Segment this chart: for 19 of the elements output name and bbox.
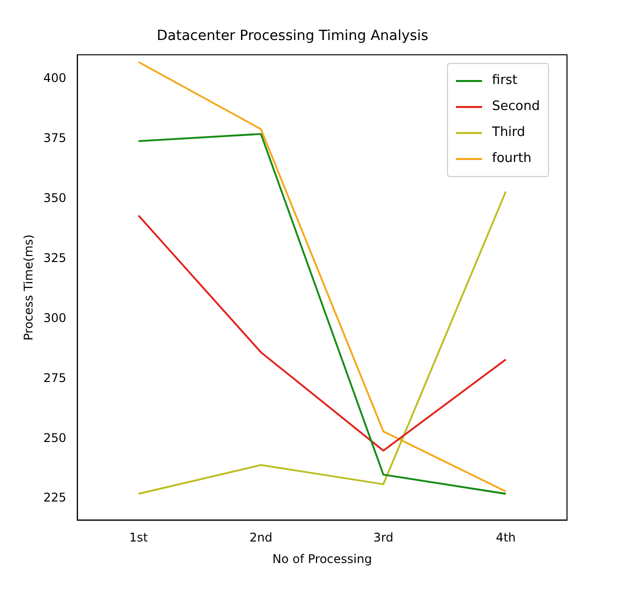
y-axis-title: Process Time(ms) <box>21 234 36 341</box>
x-tick-label: 4th <box>496 530 516 545</box>
x-axis-title: No of Processing <box>272 552 372 566</box>
y-tick-label: 275 <box>43 370 66 385</box>
y-tick-label: 350 <box>43 190 66 205</box>
y-tick-label: 300 <box>43 310 66 325</box>
x-tick-label: 1st <box>129 530 148 545</box>
y-tick-label: 400 <box>43 70 66 85</box>
x-tick-label: 3rd <box>373 530 394 545</box>
y-tick-label: 375 <box>43 130 66 145</box>
y-tick-label: 325 <box>43 250 66 265</box>
y-tick-label: 250 <box>43 430 66 445</box>
x-tick-label: 2nd <box>250 530 272 545</box>
chart-title: Datacenter Processing Timing Analysis <box>156 28 428 44</box>
legend-label: Second <box>492 99 540 114</box>
y-tick-label: 225 <box>43 490 66 505</box>
legend-label: fourth <box>492 151 532 166</box>
legend-label: Third <box>492 125 526 140</box>
legend-label: first <box>492 73 518 88</box>
